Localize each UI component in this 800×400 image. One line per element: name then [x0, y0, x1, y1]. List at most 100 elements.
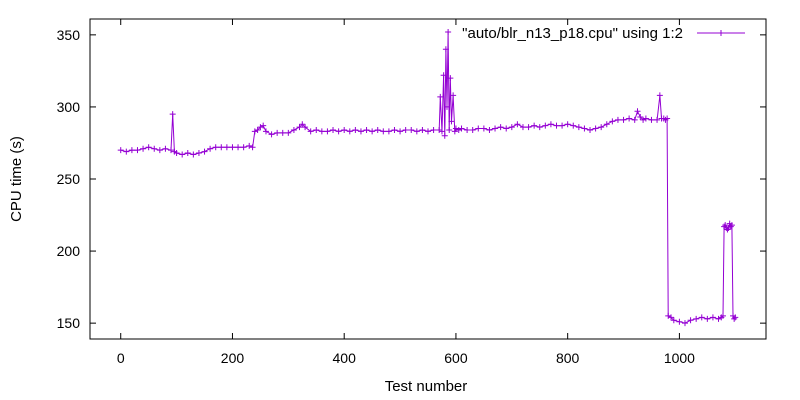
data-point [469, 126, 476, 133]
data-point [693, 315, 700, 322]
data-point [140, 145, 147, 152]
data-point [374, 126, 381, 133]
data-point [475, 125, 482, 132]
data-point [257, 124, 264, 131]
data-point [709, 314, 716, 321]
data-point [575, 124, 582, 131]
data-point [413, 128, 420, 135]
data-point [128, 147, 135, 154]
data-point [223, 144, 230, 151]
data-point [441, 132, 448, 139]
data-point [117, 147, 124, 154]
data-point [681, 320, 688, 327]
data-point [670, 317, 677, 324]
data-point [570, 122, 577, 129]
data-point [547, 121, 554, 128]
data-point [648, 116, 655, 123]
data-point [436, 126, 443, 133]
x-tick-label: 600 [444, 350, 468, 366]
data-point [592, 125, 599, 132]
data-point [542, 122, 549, 129]
x-axis-title: Test number [385, 378, 468, 395]
data-point [299, 121, 306, 128]
data-point [397, 128, 404, 135]
y-axis-title: CPU time (s) [8, 136, 25, 222]
x-tick-label: 200 [221, 350, 245, 366]
data-point [722, 222, 729, 229]
data-point [514, 121, 521, 128]
data-point [715, 315, 722, 322]
data-point [341, 126, 348, 133]
data-point [451, 128, 458, 135]
data-point [151, 145, 158, 152]
data-point [419, 126, 426, 133]
x-tick-label: 0 [117, 350, 125, 366]
data-point [296, 124, 303, 131]
data-point [445, 28, 452, 35]
data-point [430, 126, 437, 133]
data-point [640, 116, 647, 123]
data-point [446, 126, 453, 133]
data-point [531, 122, 538, 129]
y-tick-label: 200 [57, 243, 81, 259]
data-point [654, 116, 661, 123]
data-point [687, 317, 694, 324]
data-point [440, 72, 447, 79]
data-point [207, 145, 214, 152]
data-point [408, 126, 415, 133]
data-point [184, 150, 191, 157]
data-point [285, 129, 292, 136]
data-point [724, 226, 731, 233]
data-point [346, 128, 353, 135]
data-point [262, 128, 269, 135]
y-tick-label: 150 [57, 315, 81, 331]
data-point [201, 148, 208, 155]
data-point [642, 115, 649, 122]
data-point [260, 122, 267, 129]
data-point [598, 124, 605, 131]
series-group [117, 28, 739, 327]
data-point [614, 116, 621, 123]
data-point [123, 148, 130, 155]
data-point [274, 129, 281, 136]
data-point [664, 115, 671, 122]
data-point [168, 147, 175, 154]
y-tick-label: 350 [57, 27, 81, 43]
data-point [313, 126, 320, 133]
data-point [173, 150, 180, 157]
data-point [631, 116, 638, 123]
data-point [603, 121, 610, 128]
data-point [240, 144, 247, 151]
data-point [357, 128, 364, 135]
data-point [698, 314, 705, 321]
data-point [212, 144, 219, 151]
data-point [464, 126, 471, 133]
y-tick-label: 300 [57, 99, 81, 115]
data-point [587, 126, 594, 133]
data-point [458, 125, 465, 132]
data-point [581, 125, 588, 132]
data-point [246, 142, 253, 149]
data-point [330, 126, 337, 133]
data-point [455, 126, 462, 133]
data-point [290, 126, 297, 133]
x-tick-label: 800 [556, 350, 580, 366]
data-point [450, 92, 457, 99]
data-point [254, 126, 261, 133]
data-point [268, 131, 275, 138]
data-point [302, 124, 309, 131]
data-point [480, 125, 487, 132]
data-point [728, 222, 735, 229]
data-point [704, 315, 711, 322]
data-point [438, 128, 445, 135]
data-point [335, 128, 342, 135]
data-point [665, 312, 672, 319]
data-point [559, 122, 566, 129]
data-point [656, 92, 663, 99]
data-point [448, 118, 455, 125]
legend: "auto/blr_n13_p18.cpu" using 1:2 [462, 25, 745, 42]
legend-label: "auto/blr_n13_p18.cpu" using 1:2 [462, 25, 683, 42]
data-point [719, 312, 726, 319]
legend-marker [718, 30, 724, 36]
